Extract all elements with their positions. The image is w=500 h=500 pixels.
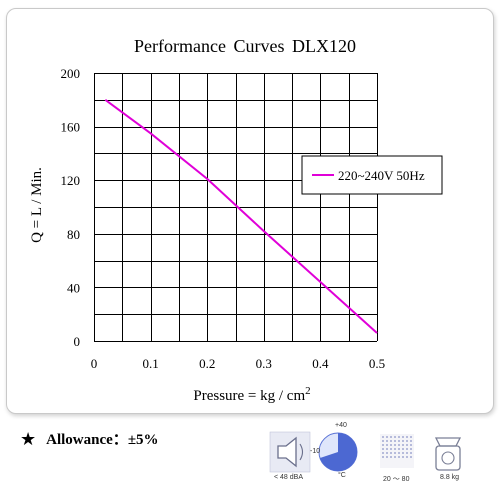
chart-series: [104, 98, 378, 334]
humidity-dot: [410, 456, 412, 458]
humidity-dot: [382, 436, 384, 438]
humidity-dot: [394, 456, 396, 458]
humidity-dot: [386, 456, 388, 458]
legend: 220~240V 50Hz: [301, 155, 443, 195]
humidity-dot: [382, 456, 384, 458]
humidity-dot: [398, 444, 400, 446]
x-axis-label-text: Pressure = kg / cm: [193, 388, 305, 404]
y-tick-label: 0: [74, 334, 81, 349]
temp-lower: -10: [310, 448, 321, 455]
humidity-dot: [390, 440, 392, 442]
humidity-dot: [382, 444, 384, 446]
star-icon: ★: [20, 429, 37, 449]
humidity-dot: [406, 452, 408, 454]
humidity-dot: [386, 452, 388, 454]
series-line: [104, 98, 378, 334]
y-tick-label: 40: [67, 280, 80, 295]
x-axis-label-superscript: 2: [305, 385, 311, 397]
humidity-dot: [398, 440, 400, 442]
humidity-caption: 20 ～ 80: [383, 476, 410, 483]
x-axis-ticks: 0 0.1 0.2 0.3 0.4 0.5: [91, 356, 385, 371]
x-tick-label: 0.1: [142, 356, 158, 371]
humidity-dot: [390, 456, 392, 458]
humidity-dot: [382, 452, 384, 454]
humidity-dot: [406, 456, 408, 458]
humidity-dot: [386, 436, 388, 438]
humidity-dot: [402, 436, 404, 438]
allowance-label: Allowance：: [46, 432, 128, 448]
humidity-dot: [390, 452, 392, 454]
x-tick-label: 0.4: [312, 356, 329, 371]
chart-frame: [6, 8, 494, 414]
humidity-dot: [402, 444, 404, 446]
humidity-dot: [410, 444, 412, 446]
humidity-dot: [402, 440, 404, 442]
humidity-dot: [402, 456, 404, 458]
performance-chart: Performance Curves DLX120 0 0.1 0.2 0.3 0.4 0…: [29, 36, 443, 404]
y-tick-label: 200: [61, 66, 81, 81]
humidity-dot: [410, 448, 412, 450]
humidity-dot: [386, 448, 388, 450]
y-tick-label: 120: [61, 173, 81, 188]
humidity-icon: [380, 434, 414, 468]
weight-icon: [434, 437, 462, 471]
x-tick-label: 0.3: [256, 356, 272, 371]
x-tick-label: 0: [91, 356, 98, 371]
temp-caption: °C: [338, 472, 346, 479]
humidity-dot: [406, 440, 408, 442]
humidity-dot: [394, 448, 396, 450]
x-tick-label: 0.2: [199, 356, 215, 371]
humidity-dot: [398, 456, 400, 458]
chart-grid: [94, 73, 378, 342]
humidity-dot: [394, 452, 396, 454]
y-tick-label: 80: [67, 227, 80, 242]
chart-title: Performance Curves DLX120: [134, 36, 356, 56]
humidity-dot: [398, 448, 400, 450]
legend-label: 220~240V 50Hz: [338, 168, 425, 183]
humidity-dot: [394, 444, 396, 446]
temperature-icon: [318, 432, 358, 472]
allowance-note: ★ Allowance：±5%: [20, 428, 159, 450]
humidity-dot: [398, 452, 400, 454]
y-axis-ticks: 0 40 80 120 160 200: [61, 66, 81, 349]
humidity-dot: [390, 436, 392, 438]
y-axis-label: Q = L / Min.: [29, 167, 45, 243]
humidity-dot: [406, 444, 408, 446]
x-axis-label: Pressure = kg / cm2: [193, 385, 310, 404]
humidity-dot: [390, 444, 392, 446]
humidity-dot: [394, 440, 396, 442]
allowance-value: ±5%: [127, 432, 159, 448]
humidity-dot: [410, 436, 412, 438]
humidity-dot: [390, 448, 392, 450]
humidity-dot: [402, 448, 404, 450]
humidity-dot: [382, 440, 384, 442]
humidity-dot: [386, 440, 388, 442]
humidity-dot: [406, 448, 408, 450]
x-tick-label: 0.5: [369, 356, 385, 371]
humidity-dot: [382, 448, 384, 450]
humidity-dot: [402, 452, 404, 454]
humidity-dot: [386, 444, 388, 446]
noise-icon: [269, 431, 311, 473]
y-tick-label: 160: [61, 120, 81, 135]
humidity-dot: [410, 452, 412, 454]
humidity-dot: [410, 440, 412, 442]
humidity-dot: [406, 436, 408, 438]
temp-upper: +40: [335, 422, 347, 429]
humidity-dot: [394, 436, 396, 438]
humidity-dot: [398, 436, 400, 438]
noise-caption: < 48 dBA: [274, 474, 303, 481]
spec-icons: [269, 431, 462, 473]
weight-caption: 8.8 kg: [440, 474, 460, 481]
